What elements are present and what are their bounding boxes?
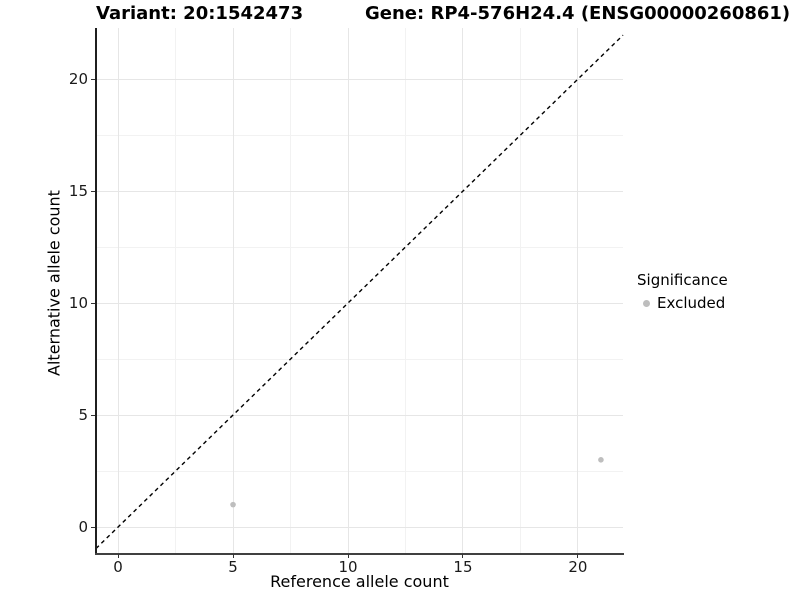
identity-line [95,34,624,550]
x-tick-label: 20 [568,558,588,576]
y-tick-mark [91,78,95,80]
x-tick-mark [117,554,119,558]
y-axis-title: Alternative allele count [44,190,64,376]
y-tick-mark [91,526,95,528]
legend-entry-label: Excluded [657,294,726,312]
gridline-minor-h [96,134,623,136]
x-tick-mark [232,554,234,558]
gridline-minor-v [175,28,177,553]
gridline-major-v [347,28,349,553]
data-point [598,457,604,463]
y-tick-label: 10 [68,293,88,312]
gridline-major-h [96,190,623,192]
gridline-minor-v [519,28,521,553]
x-tick-mark [577,554,579,558]
plot-canvas [95,34,624,550]
y-tick-label: 15 [68,181,88,200]
plot-title-gene: Gene: RP4-576H24.4 (ENSG00000260861) [365,3,791,24]
x-tick-label: 5 [228,558,238,576]
legend-title: Significance [637,271,728,289]
y-tick-mark [91,414,95,416]
x-axis-title: Reference allele count [270,572,449,591]
gridline-major-h [96,414,623,416]
y-tick-label: 0 [78,517,88,536]
y-tick-label: 20 [68,69,88,88]
legend-point-icon [643,299,650,307]
x-tick-mark [462,554,464,558]
x-axis-line [95,553,624,555]
gridline-minor-h [96,470,623,472]
gridline-minor-v [290,28,292,553]
gridline-major-h [96,302,623,304]
gridline-major-h [96,526,623,528]
legend: Significance Excluded [637,271,728,312]
gridline-major-h [96,78,623,80]
y-tick-label: 5 [78,405,88,424]
x-tick-label: 10 [338,558,358,576]
gridline-minor-v [404,28,406,553]
gridline-minor-h [96,246,623,248]
plot-panel [95,28,624,553]
gridline-major-v [577,28,579,553]
x-tick-mark [347,554,349,558]
legend-entry-excluded: Excluded [643,294,728,312]
y-axis-line [95,28,97,555]
gridline-major-v [117,28,119,553]
x-tick-label: 15 [453,558,473,576]
gridline-major-v [462,28,464,553]
data-point [230,501,236,508]
gridline-major-v [232,28,234,553]
y-tick-mark [91,302,95,304]
plot-title-variant: Variant: 20:1542473 [96,3,304,24]
gridline-minor-h [96,358,623,360]
x-tick-label: 0 [113,558,123,576]
y-tick-mark [91,190,95,192]
